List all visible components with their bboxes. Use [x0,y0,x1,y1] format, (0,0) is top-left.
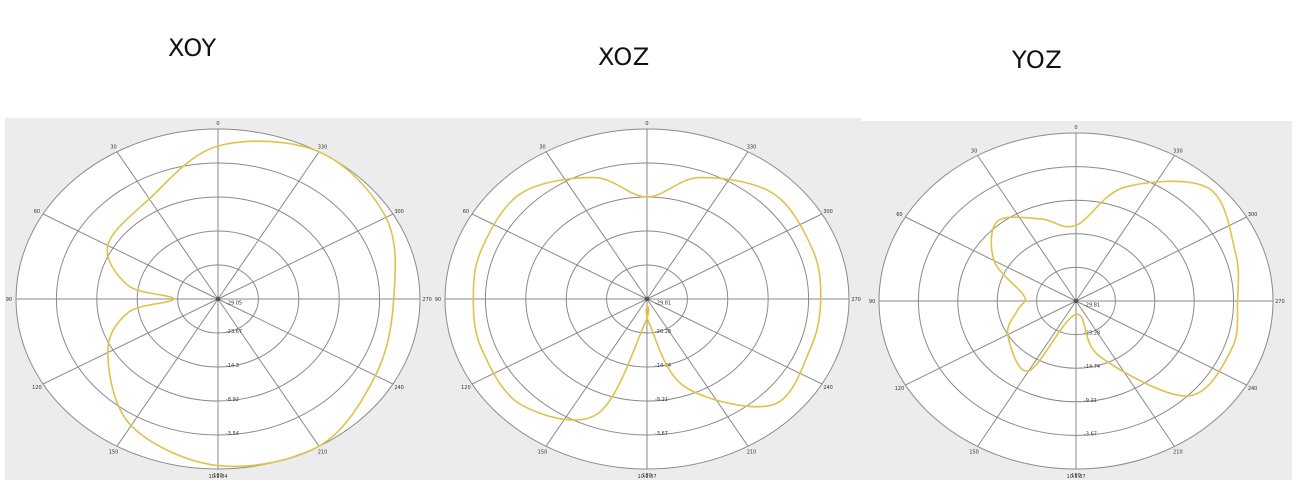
angle-tick-label-240: 240 [823,385,833,391]
angle-tick-label-150: 150 [538,449,548,455]
grid-spoke-210 [1075,300,1175,447]
radiation-pattern-yoz [990,180,1240,397]
angle-tick-label-210: 210 [747,449,757,455]
grid-spoke-30 [977,155,1077,302]
angle-tick-label-180: 180 [1071,473,1081,479]
radial-tick-label-4: -9.21 [1084,398,1097,404]
angle-tick-label-120: 120 [461,385,471,391]
grid-spoke-60 [471,213,648,300]
title-xoy: XOY [168,34,217,62]
angle-tick-label-330: 330 [1173,148,1183,154]
angle-tick-label-90: 90 [6,297,12,303]
radiation-pattern-xoy [106,140,397,468]
angle-tick-label-240: 240 [1248,386,1258,392]
angle-tick-label-150: 150 [109,449,119,455]
angle-tick-label-60: 60 [463,209,469,215]
angle-tick-label-0: 0 [645,121,648,127]
grid-spoke-330 [646,151,749,300]
grid-spoke-240 [217,298,394,385]
grid-spoke-330 [1075,155,1175,302]
radial-tick-label-1: -29.81 [1084,302,1100,308]
grid-spoke-240 [1075,300,1247,386]
angle-tick-label-330: 330 [747,145,757,151]
center-point [1073,298,1079,304]
radial-tick-label-5: -3.67 [655,431,668,437]
angle-tick-label-300: 300 [823,209,833,215]
angle-tick-label-300: 300 [394,209,404,215]
grid-spoke-300 [217,213,394,300]
grid-spoke-150 [545,298,648,447]
title-yoz: YOZ [1012,46,1063,74]
angle-tick-label-180: 180 [213,473,223,479]
grid-spoke-120 [905,300,1077,386]
grid-spoke-120 [42,298,219,385]
angle-tick-label-180: 180 [642,473,652,479]
radiation-pattern-xoz [472,176,822,421]
grid-spoke-300 [1075,216,1247,302]
radial-tick-label-6: 10.1.87 [1066,474,1085,480]
radial-tick-label-6: 10.1.87 [637,474,656,480]
radial-tick-label-1: -29.05 [226,300,242,306]
polar-chart-yoz: 0 30 60 90 120 150 180 210 240 270 300 330 -29.81 -23… [869,125,1285,480]
angle-tick-label-0: 0 [1074,125,1077,131]
radial-tick-label-6: 10.1.84 [208,474,227,480]
angle-tick-label-90: 90 [869,299,875,305]
grid-spoke-150 [977,300,1077,447]
angle-tick-label-210: 210 [318,449,328,455]
grid-spoke-30 [116,151,219,300]
angle-tick-label-300: 300 [1248,212,1258,218]
angle-tick-label-240: 240 [394,385,404,391]
angle-tick-label-210: 210 [1173,450,1183,456]
polar-chart-xoy: 0 30 60 90 120 150 180 210 240 270 300 330 -29.05 -23… [6,121,432,480]
title-xoz: XOZ [598,43,650,71]
polar-chart-xoz: 0 30 60 90 120 150 180 210 240 270 300 330 -29.81 -20… [435,121,861,480]
angle-tick-label-270: 270 [851,297,861,303]
radial-tick-label-2: -20.28 [655,329,671,335]
angle-tick-label-0: 0 [216,121,219,127]
radial-tick-label-4: -9.21 [655,397,668,403]
angle-tick-label-30: 30 [539,145,545,151]
angle-tick-label-60: 60 [896,212,902,218]
angle-tick-label-270: 270 [422,297,432,303]
angle-tick-label-330: 330 [318,145,328,151]
center-point [644,296,650,302]
radial-tick-label-5: -3.54 [226,431,239,437]
angle-tick-label-30: 30 [971,148,977,154]
radial-tick-label-3: -14.74 [1084,364,1100,370]
grid-spoke-300 [646,213,823,300]
grid-spoke-330 [217,151,320,300]
grid-spoke-30 [545,151,648,300]
radial-tick-label-2: -23.28 [1084,331,1100,337]
angle-tick-label-270: 270 [1275,299,1285,305]
grid-spoke-150 [116,298,219,447]
grid-spoke-60 [905,216,1077,302]
radial-tick-label-4: -8.92 [226,397,239,403]
angle-tick-label-150: 150 [969,450,979,456]
angle-tick-label-30: 30 [110,145,116,151]
grid-spoke-210 [646,298,749,447]
grid-spoke-120 [471,298,648,385]
radial-tick-label-3: -14.74 [655,363,671,369]
radial-tick-label-2: -23.67 [226,329,242,335]
grid-spoke-60 [42,213,219,300]
angle-tick-label-120: 120 [32,385,42,391]
angle-tick-label-60: 60 [34,209,40,215]
grid-spoke-210 [217,298,320,447]
radial-tick-label-3: -14.3 [226,363,239,369]
angle-tick-label-120: 120 [895,386,905,392]
radial-tick-label-1: -29.81 [655,300,671,306]
center-point [215,296,221,302]
radial-tick-label-5: -3.67 [1084,431,1097,437]
grid-spoke-240 [646,298,823,385]
angle-tick-label-90: 90 [435,297,441,303]
